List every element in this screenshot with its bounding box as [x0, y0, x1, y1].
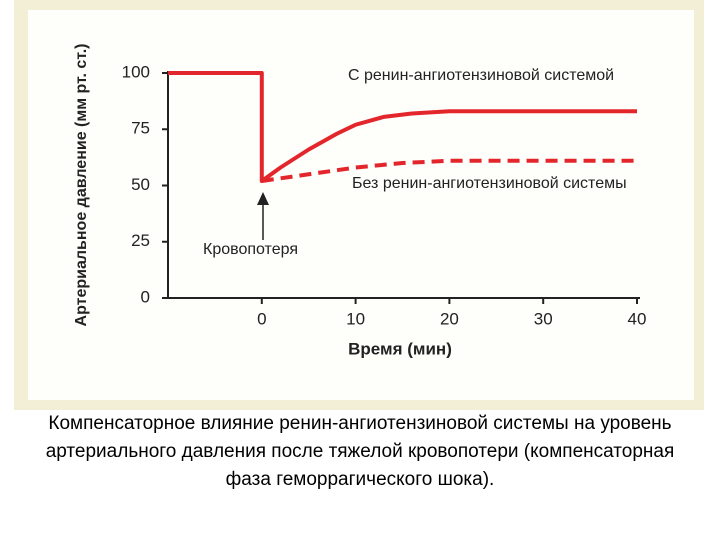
y-tick-label: 100 — [122, 62, 150, 81]
x-tick-label: 0 — [257, 309, 266, 328]
x-tick-label: 30 — [534, 309, 553, 328]
annotation: Кровопотеря — [203, 241, 298, 258]
x-tick-label: 10 — [346, 309, 365, 328]
caption: Компенсаторное влияние ренин-ангиотензин… — [45, 413, 675, 490]
y-axis-label: Артериальное давление (мм рт. ст.) — [73, 44, 90, 327]
series-line — [168, 71, 637, 183]
series-label: С ренин-ангиотензиновой системой — [348, 67, 615, 84]
x-tick-label: 40 — [628, 309, 647, 328]
y-tick-label: 50 — [131, 175, 150, 194]
x-tick-label: 20 — [440, 309, 459, 328]
panel — [28, 10, 694, 400]
y-tick-label: 75 — [131, 119, 150, 138]
x-axis-label: Время (мин) — [348, 339, 452, 358]
series-line — [261, 158, 637, 183]
y-tick-label: 0 — [141, 287, 150, 306]
arrow-head — [257, 192, 269, 205]
series-label: Без ренин-ангиотензиновой системы — [352, 175, 627, 192]
y-tick-label: 25 — [131, 231, 150, 250]
